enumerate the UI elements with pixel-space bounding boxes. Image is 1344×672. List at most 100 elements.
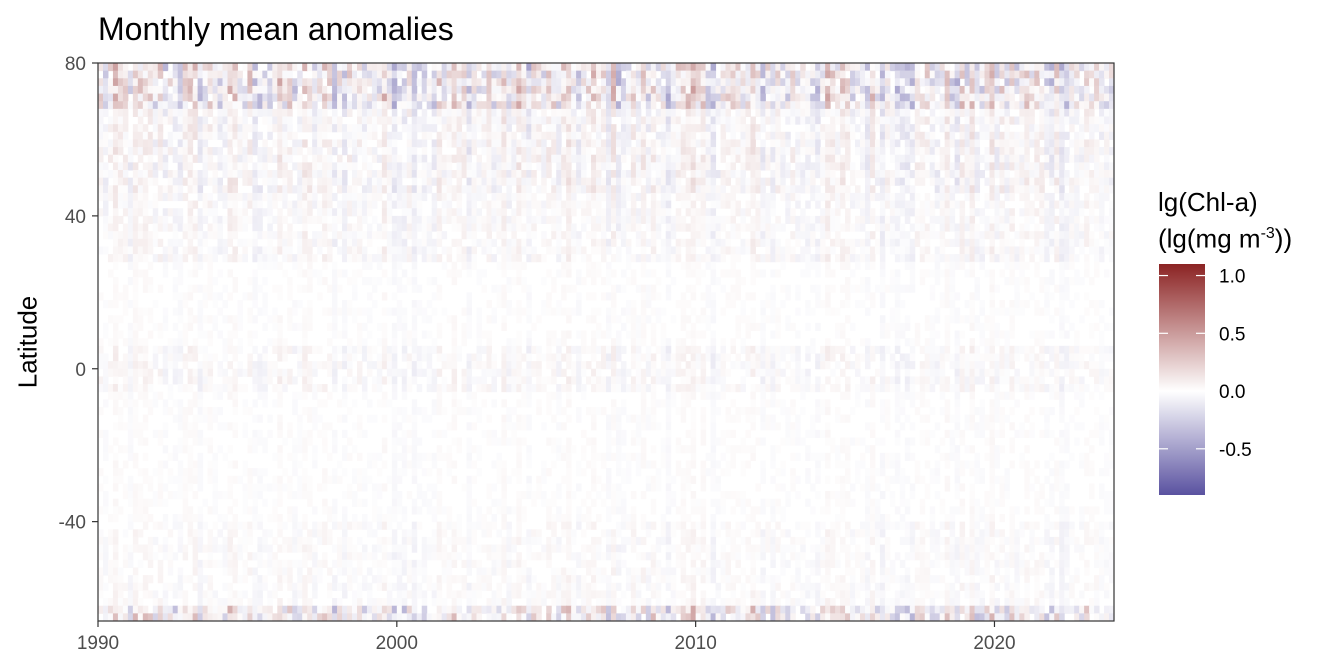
heatmap-cell <box>342 238 348 247</box>
heatmap-cell <box>606 185 612 194</box>
heatmap-cell <box>516 261 522 270</box>
heatmap-cell <box>800 93 806 102</box>
heatmap-cell <box>615 215 622 225</box>
heatmap-cell <box>177 70 184 79</box>
heatmap-cell <box>222 215 228 225</box>
heatmap-cell <box>765 200 771 209</box>
heatmap-cell <box>1094 147 1100 156</box>
heatmap-cell <box>1084 147 1090 156</box>
heatmap-cell <box>949 292 956 301</box>
heatmap-cell <box>356 101 363 110</box>
heatmap-cell <box>949 277 956 286</box>
heatmap-cell <box>974 246 981 255</box>
heatmap-cell <box>441 246 448 255</box>
heatmap-cell <box>257 254 263 263</box>
heatmap-cell <box>187 238 194 247</box>
heatmap-cell <box>272 170 278 179</box>
heatmap-cell <box>576 269 582 278</box>
heatmap-cell <box>710 139 717 148</box>
heatmap-cell <box>765 101 771 110</box>
heatmap-cell <box>297 93 303 102</box>
heatmap-cell <box>700 154 707 163</box>
heatmap-cell <box>352 192 358 202</box>
heatmap-cell <box>889 223 896 232</box>
heatmap-cell <box>680 70 687 79</box>
heatmap-cell <box>342 170 348 179</box>
heatmap-cell <box>1019 70 1025 79</box>
heatmap-cell <box>436 131 443 140</box>
heatmap-cell <box>112 231 119 240</box>
heatmap-cell <box>620 185 627 194</box>
heatmap-cell <box>441 162 448 171</box>
heatmap-cell <box>879 261 886 270</box>
heatmap-cell <box>660 147 667 156</box>
heatmap-cell <box>1034 238 1040 247</box>
heatmap-cell <box>969 246 976 255</box>
heatmap-cell <box>630 200 637 209</box>
heatmap-cell <box>411 170 418 179</box>
heatmap-cell <box>506 299 512 309</box>
heatmap-cell <box>332 208 338 217</box>
heatmap-cell <box>1079 246 1085 255</box>
heatmap-cell <box>361 200 368 209</box>
heatmap-cell <box>615 200 622 209</box>
heatmap-cell <box>337 200 343 209</box>
heatmap-cell <box>835 177 841 186</box>
heatmap-cell <box>117 215 124 225</box>
heatmap-cell <box>591 269 597 278</box>
heatmap-cell <box>770 70 776 79</box>
heatmap-cell <box>820 93 826 102</box>
heatmap-cell <box>780 254 786 263</box>
heatmap-cell <box>496 154 502 163</box>
heatmap-cell <box>1059 231 1065 240</box>
heatmap-cell <box>785 78 791 87</box>
heatmap-cell <box>924 70 931 79</box>
heatmap-cell <box>566 116 572 125</box>
heatmap-cell <box>137 139 144 148</box>
heatmap-cell <box>227 200 233 209</box>
heatmap-cell <box>665 131 672 140</box>
heatmap-cell <box>207 177 214 186</box>
heatmap-cell <box>431 246 438 255</box>
heatmap-cell <box>954 139 961 148</box>
heatmap-cell <box>795 131 801 140</box>
heatmap-cell <box>845 162 851 171</box>
heatmap-cell <box>431 170 438 179</box>
heatmap-cell <box>287 200 293 209</box>
heatmap-cell <box>1094 154 1100 163</box>
heatmap-cell <box>1009 63 1015 72</box>
heatmap-cell <box>1049 277 1055 286</box>
heatmap-cell <box>591 101 597 110</box>
heatmap-cell <box>596 192 602 202</box>
heatmap-cell <box>551 85 557 95</box>
heatmap-cell <box>416 200 423 209</box>
heatmap-cell <box>511 208 517 217</box>
heatmap-cell <box>795 170 801 179</box>
heatmap-cell <box>949 124 956 133</box>
heatmap-cell <box>396 63 403 72</box>
heatmap-cell <box>1094 124 1100 133</box>
heatmap-cell <box>735 70 741 79</box>
heatmap-cell <box>1039 246 1045 255</box>
heatmap-cell <box>122 170 129 179</box>
heatmap-cell <box>576 292 582 301</box>
heatmap-cell <box>770 231 776 240</box>
heatmap-cell <box>864 70 871 79</box>
heatmap-cell <box>630 170 637 179</box>
heatmap-cell <box>984 269 990 278</box>
heatmap-cell <box>805 70 811 79</box>
heatmap-cell <box>252 139 258 148</box>
heatmap-cell <box>491 85 497 95</box>
heatmap-cell <box>401 208 408 217</box>
heatmap-cell <box>720 116 727 125</box>
heatmap-cell <box>426 231 433 240</box>
heatmap-cell <box>904 261 911 270</box>
heatmap-cell <box>860 200 866 209</box>
heatmap-cell <box>282 108 288 117</box>
heatmap-cell <box>237 78 243 87</box>
heatmap-cell <box>680 147 687 156</box>
heatmap-cell <box>760 70 766 79</box>
heatmap-cell <box>491 93 497 102</box>
heatmap-cell <box>521 162 527 171</box>
heatmap-cell <box>152 139 159 148</box>
